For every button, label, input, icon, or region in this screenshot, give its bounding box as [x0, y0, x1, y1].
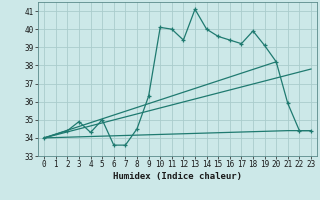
X-axis label: Humidex (Indice chaleur): Humidex (Indice chaleur)	[113, 172, 242, 181]
